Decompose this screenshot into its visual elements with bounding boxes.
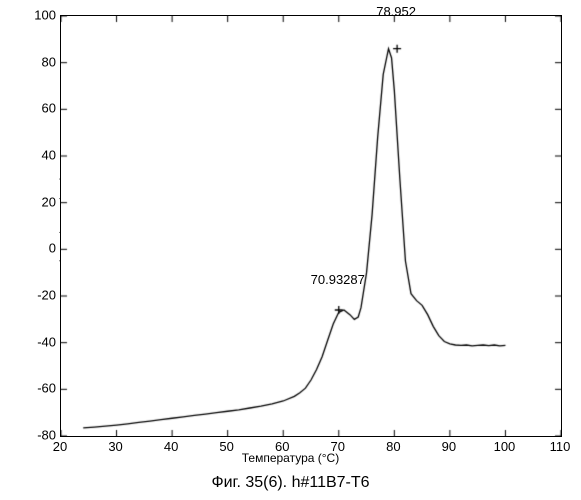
- y-tick-label: -80: [26, 428, 56, 443]
- x-tick-label: 50: [219, 439, 233, 454]
- y-tick-label: -40: [26, 334, 56, 349]
- y-tick-label: 60: [26, 101, 56, 116]
- y-tick-label: 100: [26, 8, 56, 23]
- x-tick-label: 40: [164, 439, 178, 454]
- x-tick-label: 100: [494, 439, 516, 454]
- peak-label: 70.93287: [311, 272, 365, 287]
- y-tick-label: -60: [26, 381, 56, 396]
- y-tick-label: 20: [26, 194, 56, 209]
- y-tick-label: -20: [26, 288, 56, 303]
- dsc-thermogram-canvas: [60, 15, 562, 437]
- x-tick-label: 70: [331, 439, 345, 454]
- chart-container: Cp ( кал/моль/°C ) Температура (°C) Фиг.…: [0, 0, 581, 500]
- y-tick-label: 40: [26, 148, 56, 163]
- x-tick-label: 110: [550, 439, 571, 454]
- x-tick-label: 90: [442, 439, 456, 454]
- y-tick-label: 80: [26, 54, 56, 69]
- x-tick-label: 30: [108, 439, 122, 454]
- y-tick-label: 0: [26, 241, 56, 256]
- x-tick-label: 60: [275, 439, 289, 454]
- peak-label: 78.952: [376, 4, 416, 19]
- x-tick-label: 80: [386, 439, 400, 454]
- figure-caption: Фиг. 35(6). h#11B7-T6: [0, 474, 581, 492]
